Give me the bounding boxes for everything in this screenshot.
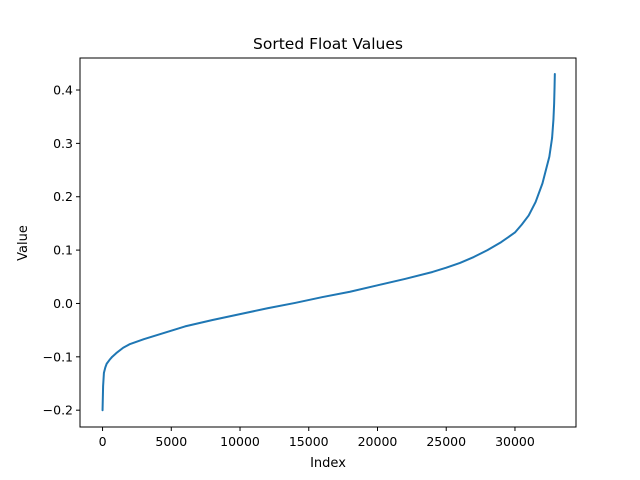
y-tick-label: −0.1 [43, 349, 73, 364]
x-tick-label: 25000 [426, 434, 466, 449]
x-tick-label: 5000 [155, 434, 187, 449]
axes-frame [79, 57, 577, 428]
y-tick-label: 0.0 [53, 296, 73, 311]
x-tick-label: 30000 [495, 434, 535, 449]
y-tick-label: −0.2 [43, 403, 73, 418]
series-line-0 [101, 73, 556, 412]
x-tick-label: 0 [99, 434, 107, 449]
y-tick-label: 0.3 [53, 136, 73, 151]
y-tick-label: 0.4 [53, 83, 73, 98]
axis-ticks: 0 5000 10000 15000 20000 25000 30000 −0.2 −0.1 0.… [43, 83, 535, 449]
x-tick-label: 20000 [358, 434, 398, 449]
x-axis-label: Index [310, 456, 346, 471]
y-tick-label: 0.2 [53, 189, 73, 204]
y-tick-label: 0.1 [53, 243, 73, 258]
chart-title: Sorted Float Values [253, 35, 403, 53]
plot-area [101, 73, 556, 412]
y-axis-label: Value [16, 225, 31, 261]
x-tick-label: 15000 [289, 434, 329, 449]
x-tick-label: 10000 [220, 434, 260, 449]
